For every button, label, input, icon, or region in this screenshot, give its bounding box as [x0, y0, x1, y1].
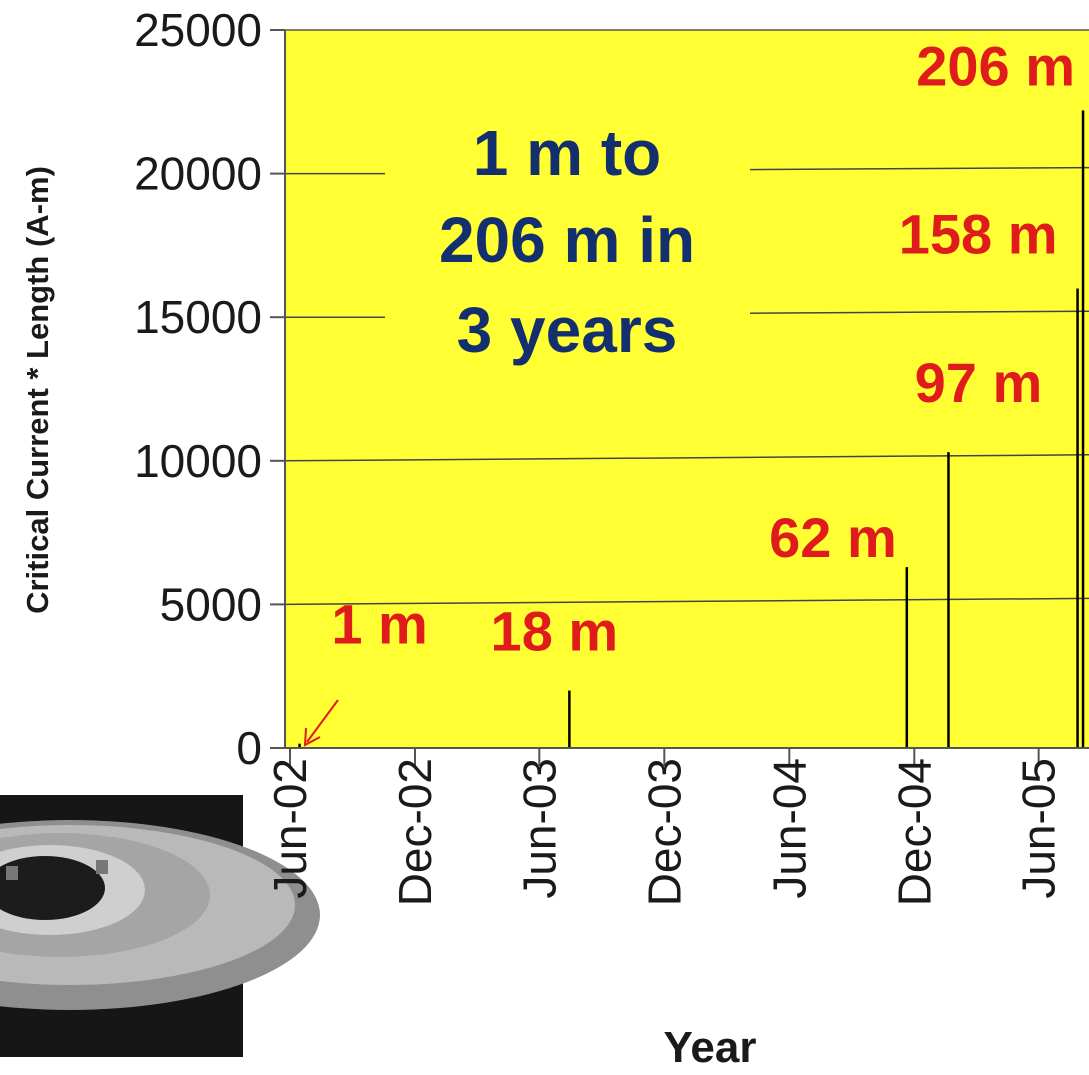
plot-area: [285, 30, 1089, 748]
grid-line: [749, 310, 1089, 314]
grid-line: [284, 597, 1089, 606]
y-tick-label: 20000: [134, 148, 262, 200]
grid-line: [749, 166, 1089, 171]
data-labels: 1 m 18 m 62 m 97 m 158 m 206 m: [331, 34, 1075, 662]
x-tick-label: Dec-03: [638, 758, 690, 906]
headline-line-1: 1 m to: [473, 117, 661, 189]
x-tick-label: Dec-04: [888, 758, 940, 906]
y-axis-title: Critical Current * Length (A-m): [20, 166, 55, 614]
x-tick-label: Jun-04: [763, 758, 815, 899]
headline-line-3: 3 years: [457, 294, 678, 366]
data-label: 1 m: [331, 593, 428, 656]
x-ticks: Jun-02 Dec-02 Jun-03 Dec-03 Jun-04 Dec-04 Jun-…: [264, 748, 1065, 906]
y-tick-label: 25000: [134, 4, 262, 56]
y-tick-label: 10000: [134, 435, 262, 487]
y-ticks: 0 5000 10000 15000 20000 25000: [134, 4, 285, 774]
x-axis-title: Year: [664, 1023, 757, 1070]
arrow-head-icon: [303, 727, 321, 747]
headline-line-2: 206 m in: [439, 204, 695, 276]
y-tick-label: 15000: [134, 291, 262, 343]
grid-lines: [284, 166, 1089, 606]
data-label: 206 m: [916, 34, 1075, 97]
data-label: 158 m: [899, 202, 1058, 265]
bars: [298, 110, 1085, 748]
x-tick-label: Jun-02: [264, 758, 316, 899]
spool-photo: [0, 795, 320, 1057]
grid-line: [284, 454, 1089, 462]
x-tick-label: Jun-03: [513, 758, 565, 899]
arrow-shaft: [306, 699, 339, 743]
data-label: 97 m: [915, 351, 1043, 414]
data-label: 62 m: [769, 506, 897, 569]
y-tick-label: 0: [236, 722, 262, 774]
data-label: 18 m: [491, 600, 619, 663]
x-tick-label: Jun-05: [1013, 758, 1065, 899]
x-tick-label: Dec-02: [389, 758, 441, 906]
y-tick-label: 5000: [160, 578, 262, 630]
